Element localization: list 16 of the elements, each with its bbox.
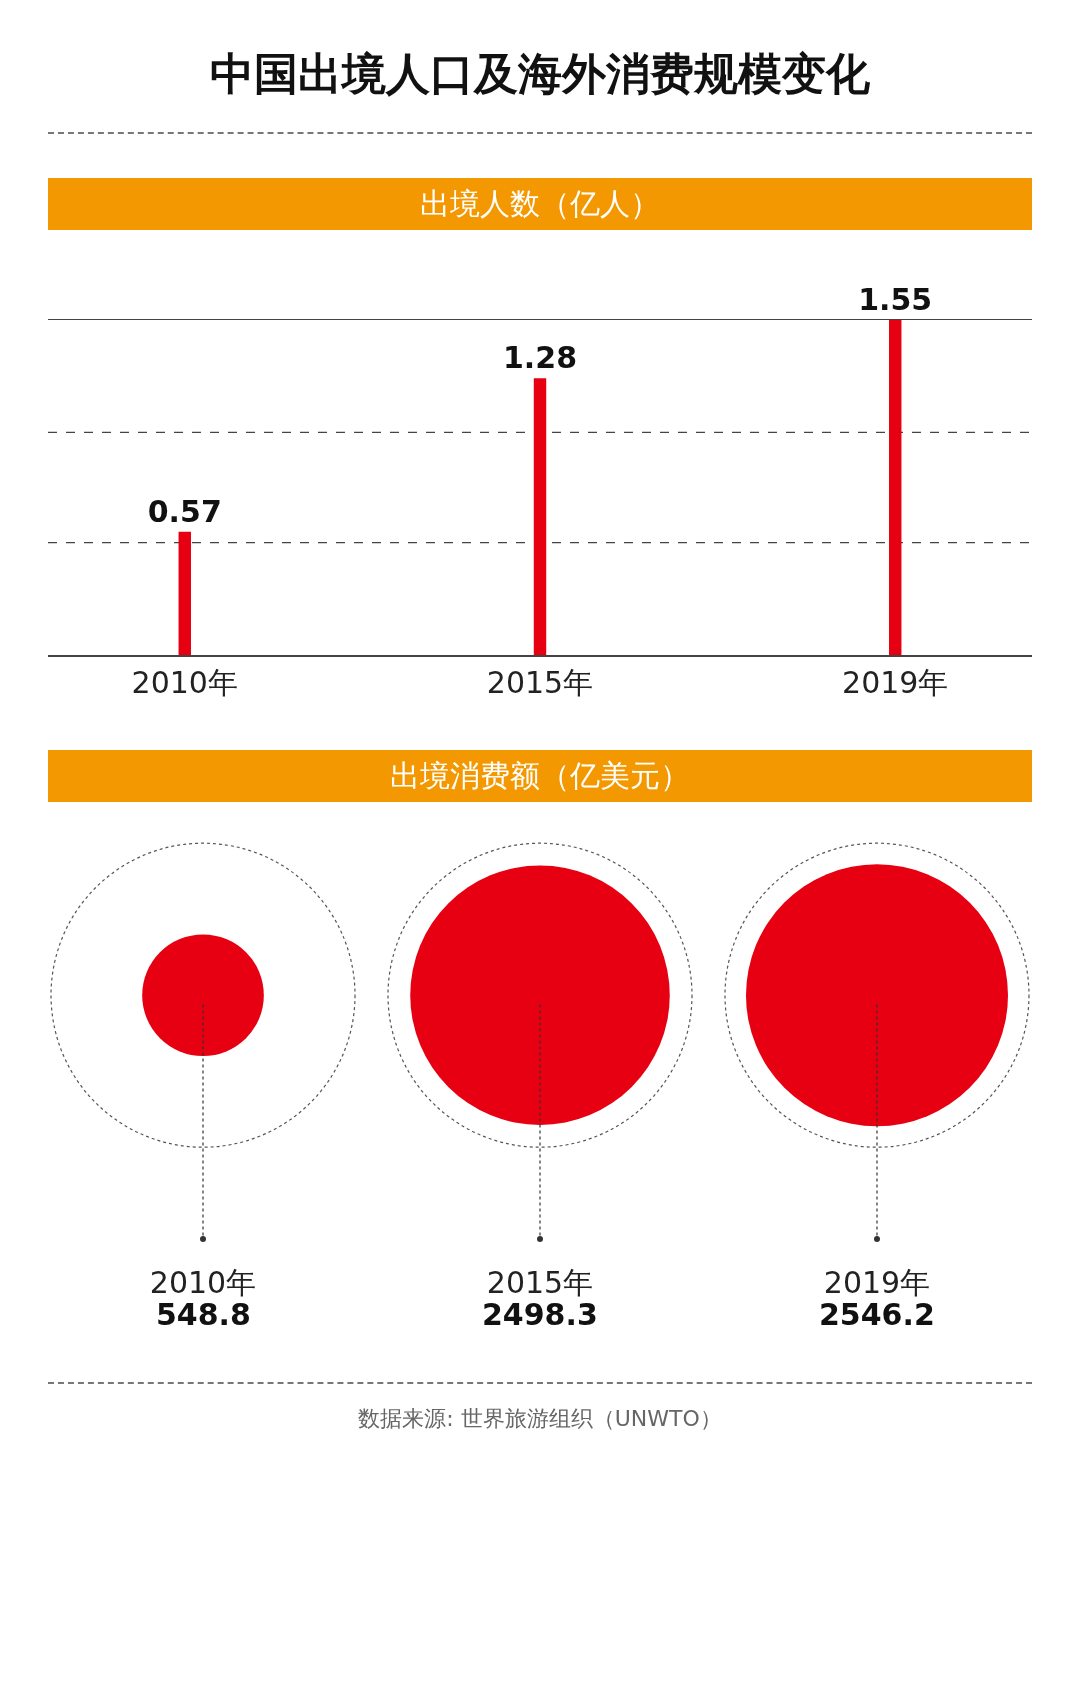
chart-subtitle: 出境人数（亿人） — [48, 178, 1032, 230]
data-label: 0.57 — [147, 493, 222, 529]
x-tick-label: 2015年 — [486, 664, 594, 700]
text: 出境消费额（亿美元） — [48, 750, 1032, 802]
source-note: 数据来源: 世界旅游组织（UNWTO） — [357, 1405, 723, 1433]
category-label: 2019年 — [823, 1265, 931, 1300]
category-label: 2010年 — [149, 1265, 257, 1300]
data-label: 2546.2 — [819, 1297, 935, 1332]
x-tick-label: 2019年 — [842, 664, 949, 700]
data-label: 1.55 — [858, 282, 933, 317]
data-label: 1.28 — [502, 340, 578, 376]
chart-title: 中国出境人口及海外消费规模变化 — [209, 47, 871, 101]
category-label: 2015年 — [486, 1265, 594, 1300]
x-tick-label: 2010年 — [131, 664, 238, 700]
data-label: 2498.3 — [482, 1297, 598, 1332]
data-label: 548.8 — [156, 1297, 251, 1332]
